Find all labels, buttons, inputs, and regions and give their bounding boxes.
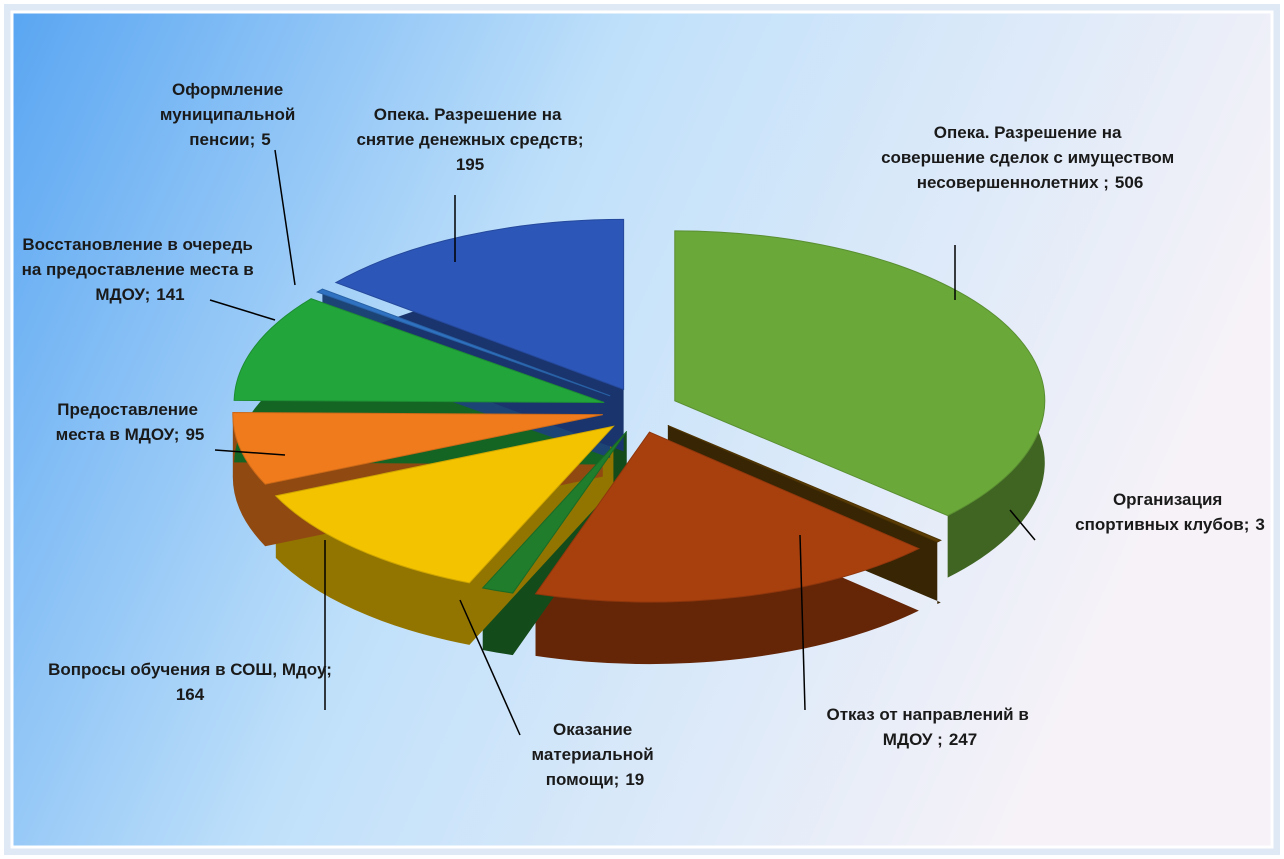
leader-line (214, 449, 286, 456)
data-label-value: 5 (261, 130, 270, 149)
leader-line (209, 299, 276, 321)
data-label-value: 195 (456, 155, 484, 174)
slice-side (275, 426, 614, 645)
slice (481, 431, 628, 594)
data-label: Организация спортивных клубов; (1075, 490, 1249, 534)
plot-background (10, 10, 1274, 849)
data-label: Оформление муниципальной пенсии; (160, 80, 300, 149)
leader-line (799, 534, 806, 711)
data-label-value: 95 (185, 425, 204, 444)
data-label-value: 3 (1255, 515, 1264, 534)
leader-line (1009, 509, 1036, 541)
slice (534, 431, 921, 603)
data-label: Опека. Разрешение на совершение сделок с… (881, 123, 1179, 192)
data-label: Предоставление места в МДОУ; (56, 400, 203, 444)
slice (334, 218, 625, 391)
data-label: Восстановление в очередь на предоставлен… (22, 235, 259, 304)
data-label-value: 506 (1115, 173, 1143, 192)
slice-side (535, 432, 919, 665)
slice (232, 411, 603, 485)
data-label-value: 247 (949, 730, 977, 749)
data-label: Опека. Разрешение на снятие денежных сре… (356, 105, 583, 149)
slice (274, 425, 615, 584)
data-label: Вопросы обучения в СОШ, Мдоу; (48, 660, 332, 679)
slice (667, 425, 942, 543)
data-label: Оказание материальной помощи; (532, 720, 659, 789)
data-label-value: 164 (176, 685, 205, 704)
slice (233, 298, 605, 404)
data-label-value: 19 (625, 770, 644, 789)
leader-line (274, 149, 296, 286)
data-label-value: 141 (156, 285, 184, 304)
slice (316, 288, 611, 397)
leader-line (459, 599, 521, 736)
data-label: Отказ от направлений в МДОУ ; (826, 705, 1033, 749)
slice (674, 230, 1046, 517)
